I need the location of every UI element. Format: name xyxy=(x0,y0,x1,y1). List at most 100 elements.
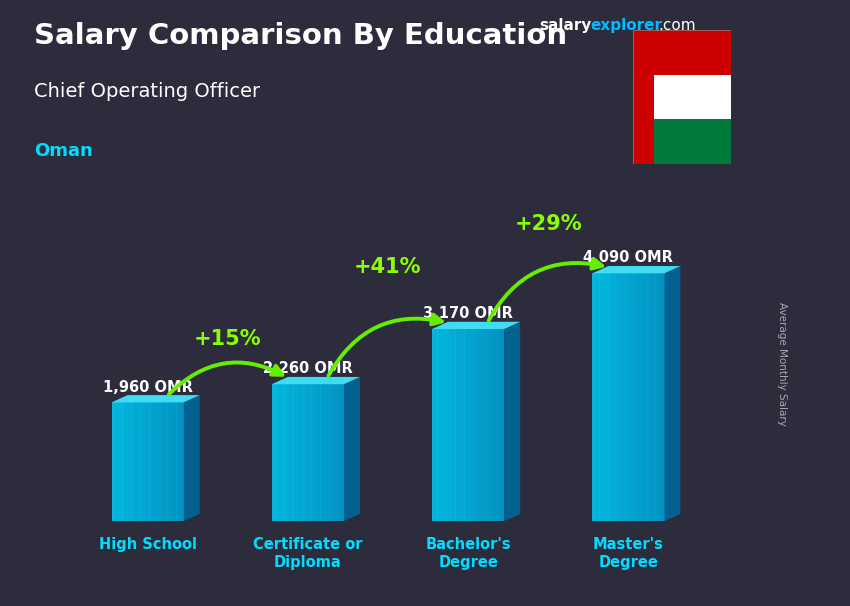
Bar xyxy=(484,329,486,521)
Bar xyxy=(128,402,130,521)
Bar xyxy=(650,273,652,521)
Bar xyxy=(497,329,499,521)
Bar xyxy=(493,329,496,521)
Bar xyxy=(299,384,301,521)
Bar xyxy=(295,384,298,521)
Bar xyxy=(490,329,491,521)
Bar xyxy=(292,384,293,521)
Bar xyxy=(628,273,631,521)
Bar xyxy=(335,384,337,521)
Text: Average Monthly Salary: Average Monthly Salary xyxy=(777,302,787,425)
Bar xyxy=(644,273,647,521)
Bar xyxy=(166,402,167,521)
Bar xyxy=(443,329,445,521)
Bar xyxy=(654,273,655,521)
Bar xyxy=(158,402,161,521)
Polygon shape xyxy=(665,266,680,521)
Bar xyxy=(601,273,603,521)
Bar xyxy=(338,384,341,521)
Bar xyxy=(464,329,467,521)
Bar xyxy=(342,384,344,521)
Bar xyxy=(164,402,166,521)
Bar xyxy=(275,384,277,521)
Bar xyxy=(434,329,436,521)
Bar xyxy=(620,273,621,521)
Bar xyxy=(330,384,332,521)
Bar xyxy=(654,75,731,119)
Bar xyxy=(113,402,116,521)
Bar xyxy=(116,402,117,521)
Bar xyxy=(495,329,497,521)
Bar xyxy=(641,273,643,521)
Bar xyxy=(491,329,494,521)
Bar xyxy=(315,384,317,521)
Bar xyxy=(662,273,665,521)
Text: Chief Operating Officer: Chief Operating Officer xyxy=(34,82,260,101)
Bar xyxy=(151,402,153,521)
Bar xyxy=(282,384,285,521)
Bar xyxy=(626,273,628,521)
Polygon shape xyxy=(344,377,360,521)
Bar xyxy=(646,273,649,521)
Bar xyxy=(326,384,328,521)
Bar xyxy=(129,402,132,521)
Bar xyxy=(655,273,657,521)
Bar xyxy=(111,402,114,521)
Bar xyxy=(654,119,731,164)
Bar xyxy=(472,329,473,521)
Bar xyxy=(171,402,173,521)
Bar xyxy=(456,329,457,521)
Bar xyxy=(319,384,320,521)
Polygon shape xyxy=(432,322,520,329)
Bar xyxy=(272,384,274,521)
Bar xyxy=(446,329,449,521)
Bar xyxy=(153,402,155,521)
Bar xyxy=(614,273,616,521)
Bar xyxy=(297,384,299,521)
Bar xyxy=(477,329,479,521)
Bar xyxy=(285,384,286,521)
Bar xyxy=(470,329,472,521)
Bar xyxy=(652,273,654,521)
Bar xyxy=(654,30,731,75)
Bar xyxy=(148,402,150,521)
Bar xyxy=(594,273,596,521)
Polygon shape xyxy=(592,266,680,273)
Bar xyxy=(332,384,333,521)
Bar xyxy=(314,384,315,521)
Bar xyxy=(609,273,610,521)
Bar xyxy=(610,273,612,521)
Bar xyxy=(598,273,599,521)
Bar xyxy=(124,402,126,521)
Bar xyxy=(432,329,434,521)
Bar xyxy=(439,329,441,521)
Bar xyxy=(274,384,275,521)
Bar xyxy=(488,329,490,521)
Bar xyxy=(445,329,446,521)
Bar xyxy=(182,402,184,521)
Bar xyxy=(438,329,439,521)
Bar xyxy=(639,273,641,521)
Bar xyxy=(657,273,659,521)
Bar xyxy=(144,402,146,521)
Text: explorer: explorer xyxy=(591,18,663,33)
Bar xyxy=(311,384,314,521)
Bar xyxy=(607,273,609,521)
Bar xyxy=(459,329,461,521)
Bar xyxy=(596,273,598,521)
Bar xyxy=(139,402,140,521)
Bar xyxy=(178,402,180,521)
Bar xyxy=(155,402,156,521)
Bar xyxy=(173,402,175,521)
Bar xyxy=(612,273,614,521)
Polygon shape xyxy=(111,395,200,402)
Bar xyxy=(643,273,644,521)
Bar xyxy=(502,329,504,521)
Bar xyxy=(122,402,124,521)
Bar xyxy=(142,402,145,521)
Bar xyxy=(119,402,121,521)
Text: 2,260 OMR: 2,260 OMR xyxy=(263,361,353,376)
Bar xyxy=(649,273,650,521)
Bar xyxy=(135,402,137,521)
Bar xyxy=(337,384,338,521)
